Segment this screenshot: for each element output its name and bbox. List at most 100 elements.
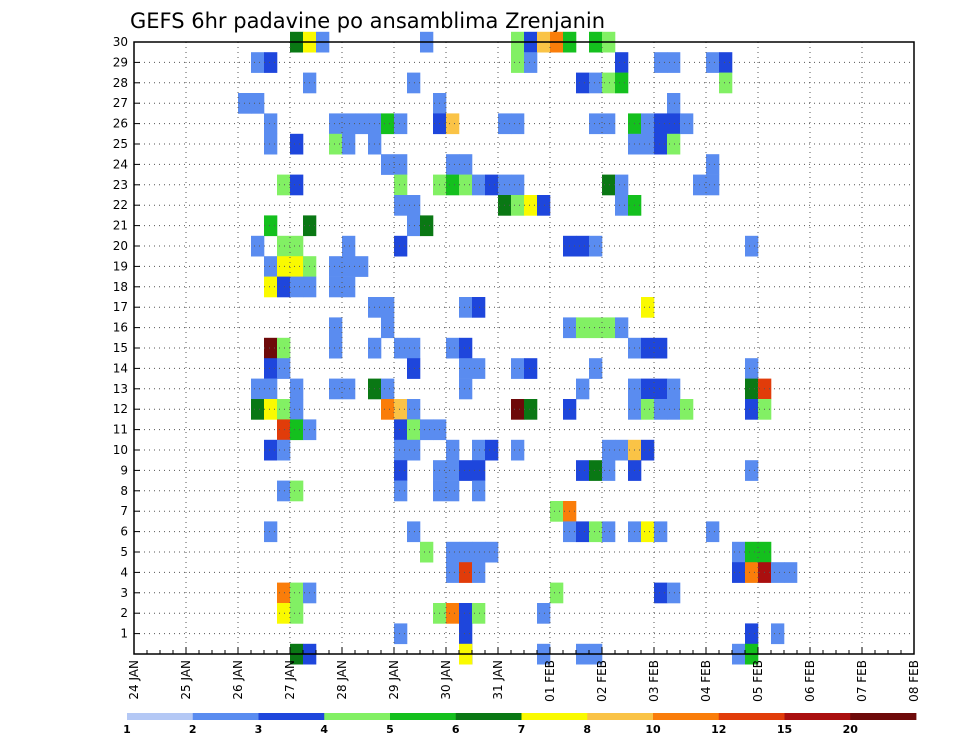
data-cell xyxy=(277,174,291,196)
data-cell xyxy=(420,419,434,441)
data-cell xyxy=(407,439,421,461)
data-cell xyxy=(511,113,525,135)
data-cell xyxy=(277,256,291,277)
data-cell xyxy=(472,358,486,379)
data-cell xyxy=(589,235,603,257)
data-cell xyxy=(264,113,278,135)
data-cell xyxy=(446,480,460,502)
data-cell xyxy=(394,439,408,461)
x-tick-label: 30 JAN xyxy=(439,660,453,700)
colorbar-swatch xyxy=(653,713,720,720)
data-cell xyxy=(329,133,343,155)
data-cell xyxy=(745,460,759,481)
data-cell xyxy=(446,154,460,175)
data-cell xyxy=(407,521,421,543)
data-cell xyxy=(407,72,421,94)
data-cell xyxy=(667,399,681,420)
data-cell xyxy=(264,399,278,420)
colorbar-swatch xyxy=(192,713,259,720)
data-cell xyxy=(342,235,356,257)
data-cell xyxy=(615,72,629,94)
data-cell xyxy=(381,154,395,175)
data-cell xyxy=(589,358,603,379)
data-cell xyxy=(550,501,564,522)
data-cell xyxy=(342,276,356,298)
data-cell xyxy=(264,133,278,155)
y-tick-label: 5 xyxy=(120,545,128,559)
data-cell xyxy=(264,337,278,359)
data-cell xyxy=(381,113,395,135)
data-cell xyxy=(264,52,278,73)
data-cell xyxy=(654,52,668,73)
y-tick-label: 19 xyxy=(113,259,128,273)
data-cell xyxy=(654,337,668,359)
data-cell xyxy=(381,317,395,339)
data-cell xyxy=(602,460,616,481)
data-cell xyxy=(459,623,473,645)
data-cell xyxy=(641,297,655,318)
data-cell xyxy=(472,174,486,196)
y-tick-label: 16 xyxy=(113,321,128,335)
x-axis: 24 JAN 25 JAN 26 JAN 27 JAN 28 JAN 29 JAN 30 J… xyxy=(127,647,921,702)
x-tick-label: 29 JAN xyxy=(387,660,401,700)
colorbar-label: 3 xyxy=(255,723,263,736)
data-cell xyxy=(667,52,681,73)
data-cell xyxy=(355,113,369,135)
y-tick-label: 25 xyxy=(113,137,128,151)
data-cell xyxy=(576,317,590,339)
data-cell xyxy=(446,113,460,135)
data-cell xyxy=(264,358,278,379)
data-cell xyxy=(745,235,759,257)
y-tick-label: 28 xyxy=(113,76,128,90)
x-tick-label: 06 FEB xyxy=(803,660,817,702)
data-cell xyxy=(394,195,408,216)
data-cell xyxy=(706,154,720,175)
data-cell xyxy=(446,174,460,196)
colorbar-label: 8 xyxy=(583,723,591,736)
data-cell xyxy=(459,154,473,175)
chart-title: GEFS 6hr padavine po ansamblima Zrenjani… xyxy=(130,9,605,33)
y-tick-label: 4 xyxy=(120,565,128,579)
data-cell xyxy=(290,399,304,420)
data-cell xyxy=(277,358,291,379)
data-cell xyxy=(407,399,421,420)
data-cell xyxy=(550,582,564,604)
data-cell xyxy=(381,378,395,400)
data-cell xyxy=(667,378,681,400)
data-cell xyxy=(394,419,408,441)
data-cell xyxy=(459,297,473,318)
data-cell xyxy=(251,52,265,73)
data-cell xyxy=(641,113,655,135)
data-cell xyxy=(615,317,629,339)
x-tick-label: 24 JAN xyxy=(127,660,141,700)
y-tick-label: 2 xyxy=(120,606,128,620)
data-cell xyxy=(407,419,421,441)
data-cell xyxy=(472,603,486,624)
colorbar-label: 15 xyxy=(777,723,792,736)
data-cell xyxy=(602,521,616,543)
colorbar-swatch xyxy=(784,713,851,720)
data-cell xyxy=(615,174,629,196)
data-cell xyxy=(719,52,733,73)
data-cell xyxy=(329,337,343,359)
data-cell xyxy=(641,521,655,543)
data-cell xyxy=(472,460,486,481)
data-cell xyxy=(654,133,668,155)
data-cell xyxy=(277,235,291,257)
data-cell xyxy=(784,562,798,583)
y-tick-label: 1 xyxy=(120,627,128,641)
data-cell xyxy=(615,195,629,216)
data-cell xyxy=(264,215,278,237)
data-cell xyxy=(459,562,473,583)
data-cell xyxy=(407,195,421,216)
data-cell xyxy=(264,439,278,461)
y-axis: 1234567891011121314151617181920212223242… xyxy=(113,35,140,641)
x-tick-label: 02 FEB xyxy=(595,660,609,702)
data-cell xyxy=(511,52,525,73)
y-tick-label: 17 xyxy=(113,300,128,314)
data-cell xyxy=(745,399,759,420)
colorbar-label: 1 xyxy=(123,723,131,736)
y-tick-label: 13 xyxy=(113,382,128,396)
data-cell xyxy=(654,399,668,420)
data-cell xyxy=(420,541,434,563)
